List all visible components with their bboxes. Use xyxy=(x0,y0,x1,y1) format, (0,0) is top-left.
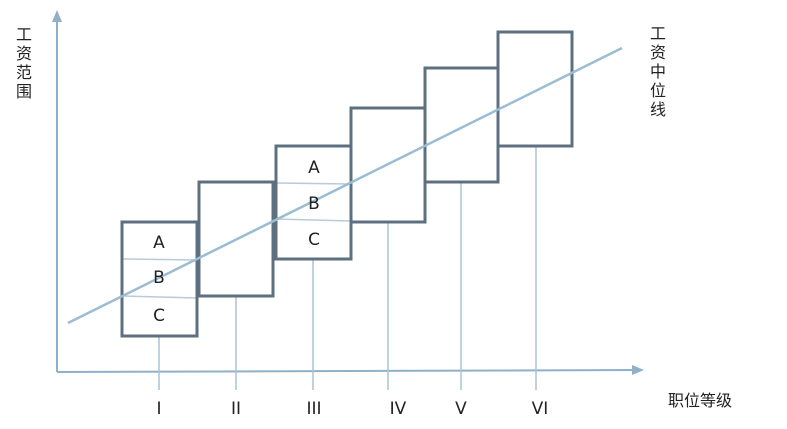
y-axis-arrow xyxy=(52,10,62,22)
range-box-1 xyxy=(120,220,199,338)
grade-label-6: VI xyxy=(531,399,549,419)
band-divider-1b xyxy=(122,295,198,299)
range-box-2 xyxy=(197,180,275,298)
tier-label-B-box1: B xyxy=(153,268,165,288)
tier-label-B-box3: B xyxy=(308,194,320,214)
range-box-6 xyxy=(496,30,574,148)
tier-label-C-box3: C xyxy=(308,230,320,250)
tier-label-C-box1: C xyxy=(153,306,165,326)
grade-label-3: III xyxy=(306,399,322,419)
band-divider-1a xyxy=(122,258,198,261)
range-box-5 xyxy=(423,66,500,184)
grade-label-5: V xyxy=(455,399,467,419)
grade-label-4: IV xyxy=(389,399,407,419)
tier-label-A-box3: A xyxy=(308,158,320,178)
y-axis-label: 工资范围 xyxy=(15,25,32,101)
tier-label-A-box1: A xyxy=(153,233,165,253)
midline-label: 工资中位线 xyxy=(649,24,666,119)
band-divider-3a xyxy=(275,182,352,185)
grade-label-1: I xyxy=(156,399,162,419)
x-axis-label: 职位等级 xyxy=(668,391,733,410)
x-axis xyxy=(56,369,639,373)
band-divider-3b xyxy=(275,218,352,222)
grade-label-2: II xyxy=(230,399,242,419)
x-axis-arrow xyxy=(632,365,644,375)
salary-midline xyxy=(67,46,623,325)
